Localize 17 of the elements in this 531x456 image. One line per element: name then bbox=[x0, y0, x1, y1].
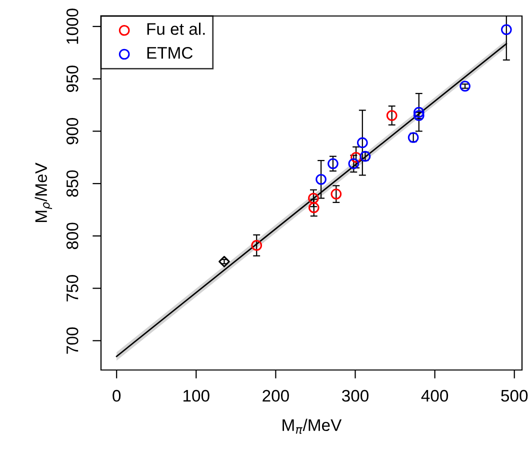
x-tick-label: 200 bbox=[262, 390, 289, 402]
x-tick-label: 500 bbox=[501, 390, 528, 402]
legend-label: Fu et al. bbox=[147, 22, 205, 35]
y-tick-label: 850 bbox=[66, 170, 78, 197]
y-tick-label: 750 bbox=[66, 275, 78, 302]
y-tick-label: 800 bbox=[66, 222, 78, 250]
x-tick-label: 100 bbox=[184, 390, 210, 402]
x-tick-label: 300 bbox=[342, 390, 369, 402]
legend-label: ETMC bbox=[147, 46, 193, 59]
y-axis-title: M$_{ρ}$/MeV bbox=[34, 162, 52, 222]
y-tick-label: 1000 bbox=[66, 8, 78, 44]
x-tick-label: 0 bbox=[112, 390, 121, 402]
x-axis-title: M$_{π}$/MeV bbox=[282, 418, 342, 434]
x-tick-label: 400 bbox=[421, 390, 448, 402]
y-tick-label: 700 bbox=[66, 327, 78, 354]
y-tick-label: 950 bbox=[66, 66, 78, 92]
y-tick-label: 900 bbox=[66, 118, 78, 144]
